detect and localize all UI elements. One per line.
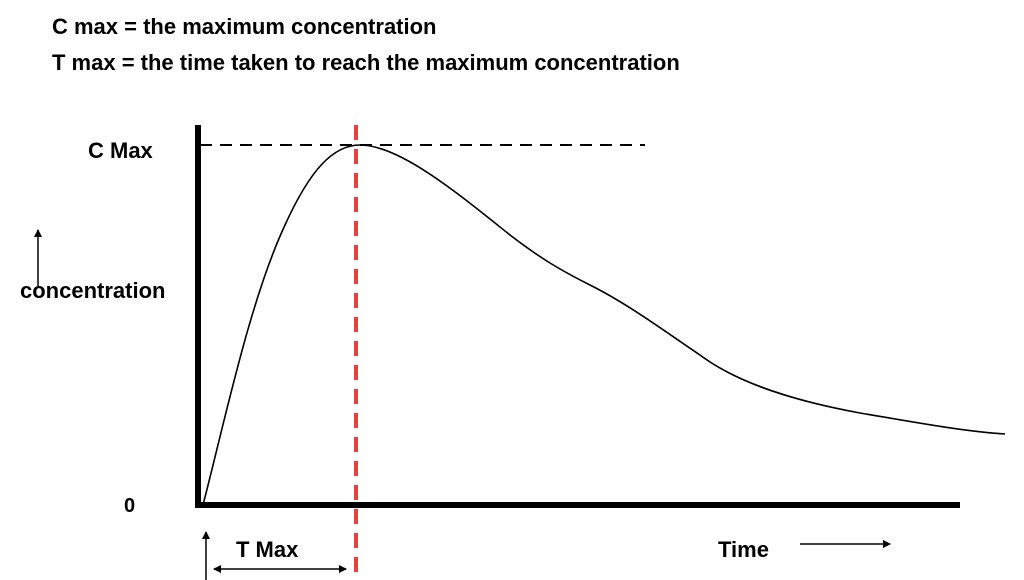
tmax-definition: T max = the time taken to reach the maxi… [52,50,680,75]
zero-label: 0 [124,495,135,517]
concentration-curve [202,144,1006,506]
tmax-label: T Max [236,537,299,562]
y-axis-label: concentration [20,278,165,303]
cmax-label: C Max [88,138,154,163]
x-axis-label: Time [718,537,769,562]
cmax-definition: C max = the maximum concentration [52,14,437,39]
